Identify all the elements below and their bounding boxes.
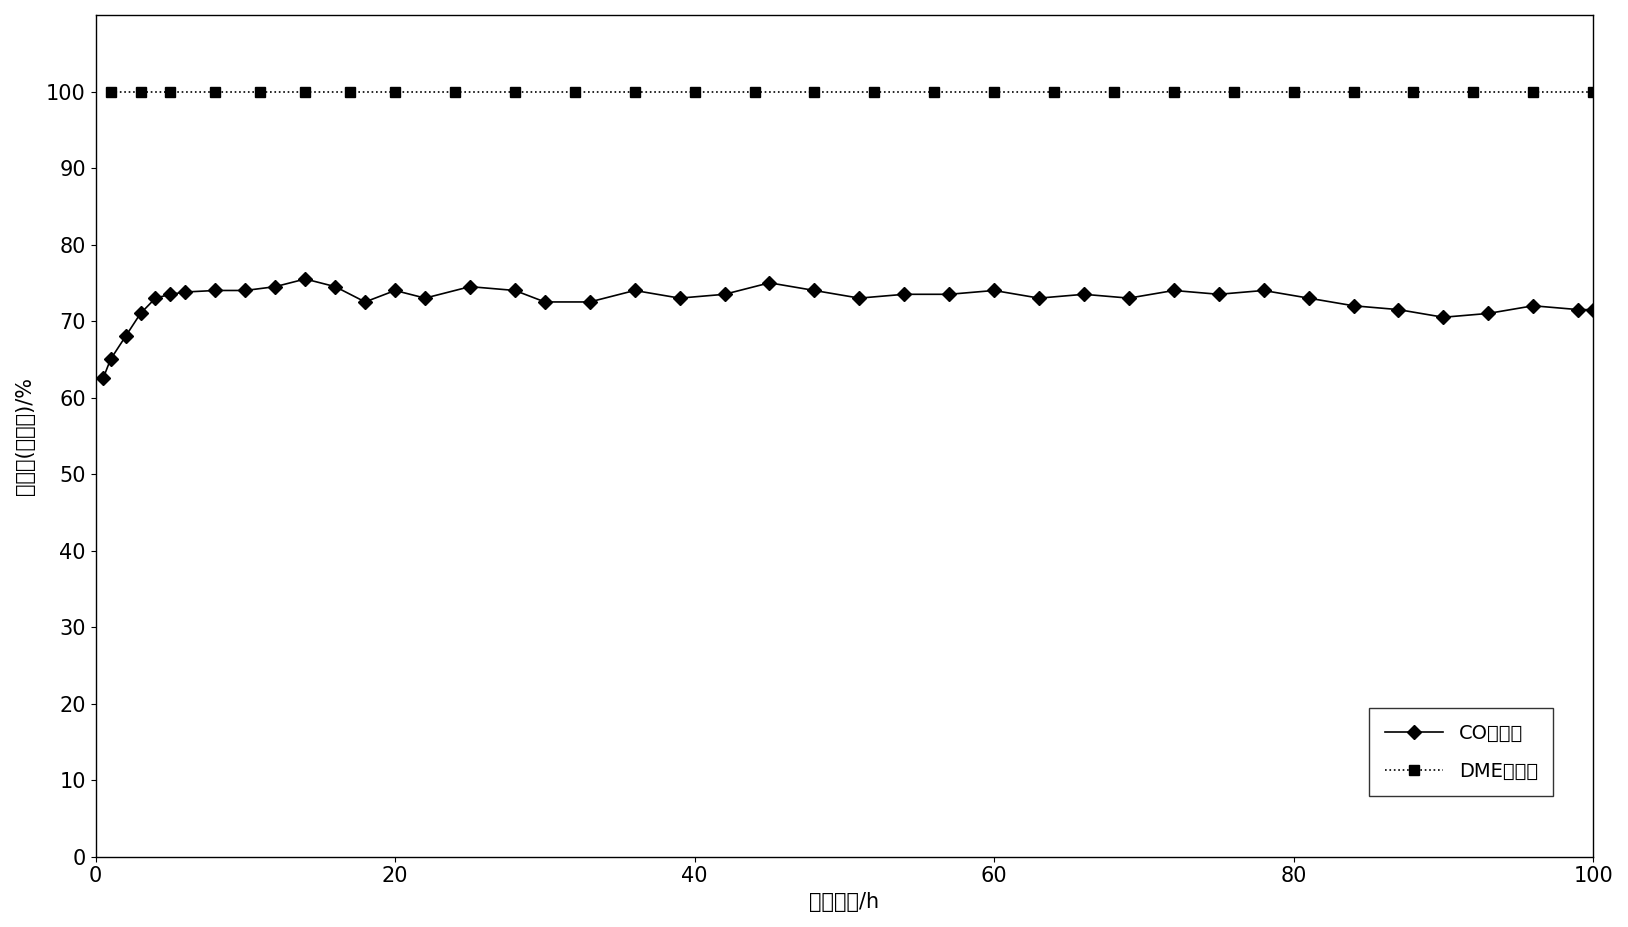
CO转化率: [505, 285, 524, 296]
CO转化率: [1343, 300, 1363, 311]
CO转化率: [804, 285, 824, 296]
DME选择性: [161, 86, 181, 97]
CO转化率: [1299, 293, 1319, 304]
CO转化率: [894, 288, 913, 299]
DME选择性: [1104, 86, 1123, 97]
CO转化率: [265, 281, 285, 292]
CO转化率: [176, 286, 195, 298]
CO转化率: [536, 297, 555, 308]
CO转化率: [161, 288, 181, 299]
DME选择性: [565, 86, 584, 97]
CO转化率: [669, 293, 689, 304]
DME选择性: [1224, 86, 1244, 97]
CO转化率: [461, 281, 480, 292]
Y-axis label: 转化率(选择性)/%: 转化率(选择性)/%: [15, 377, 34, 495]
DME选择性: [744, 86, 764, 97]
CO转化率: [1118, 293, 1138, 304]
DME选择性: [925, 86, 944, 97]
CO转化率: [116, 331, 135, 342]
DME选择性: [130, 86, 150, 97]
DME选择性: [804, 86, 824, 97]
CO转化率: [93, 373, 112, 384]
CO转化率: [1434, 311, 1454, 323]
DME选择性: [386, 86, 405, 97]
CO转化率: [760, 277, 780, 288]
DME选择性: [295, 86, 314, 97]
DME选择性: [625, 86, 645, 97]
Line: CO转化率: CO转化率: [98, 274, 1599, 384]
CO转化率: [850, 293, 869, 304]
DME选择性: [101, 86, 120, 97]
CO转化率: [1389, 304, 1408, 315]
CO转化率: [580, 297, 599, 308]
DME选择性: [1044, 86, 1063, 97]
CO转化率: [326, 281, 345, 292]
CO转化率: [205, 285, 225, 296]
DME选择性: [685, 86, 705, 97]
X-axis label: 反应时间/h: 反应时间/h: [809, 892, 879, 912]
DME选择性: [1403, 86, 1423, 97]
DME选择性: [444, 86, 464, 97]
DME选择性: [1524, 86, 1543, 97]
Line: DME选择性: DME选择性: [106, 86, 1599, 96]
DME选择性: [340, 86, 360, 97]
Legend: CO转化率, DME选择性: CO转化率, DME选择性: [1369, 708, 1553, 796]
CO转化率: [1524, 300, 1543, 311]
CO转化率: [1164, 285, 1184, 296]
DME选择性: [251, 86, 270, 97]
DME选择性: [1464, 86, 1483, 97]
CO转化率: [939, 288, 959, 299]
DME选择性: [1164, 86, 1184, 97]
CO转化率: [130, 308, 150, 319]
CO转化率: [295, 273, 314, 285]
DME选择性: [985, 86, 1004, 97]
DME选择性: [864, 86, 884, 97]
CO转化率: [985, 285, 1004, 296]
CO转化率: [101, 354, 120, 365]
CO转化率: [1029, 293, 1048, 304]
CO转化率: [147, 293, 166, 304]
DME选择性: [1284, 86, 1304, 97]
CO转化率: [1210, 288, 1229, 299]
CO转化率: [415, 293, 435, 304]
DME选择性: [1584, 86, 1604, 97]
CO转化率: [386, 285, 405, 296]
DME选择性: [505, 86, 524, 97]
CO转化率: [1478, 308, 1498, 319]
CO转化率: [625, 285, 645, 296]
CO转化率: [715, 288, 734, 299]
CO转化率: [1254, 285, 1273, 296]
CO转化率: [1584, 304, 1604, 315]
DME选择性: [1343, 86, 1363, 97]
CO转化率: [355, 297, 374, 308]
CO转化率: [1074, 288, 1094, 299]
CO转化率: [236, 285, 256, 296]
CO转化率: [1568, 304, 1587, 315]
DME选择性: [205, 86, 225, 97]
